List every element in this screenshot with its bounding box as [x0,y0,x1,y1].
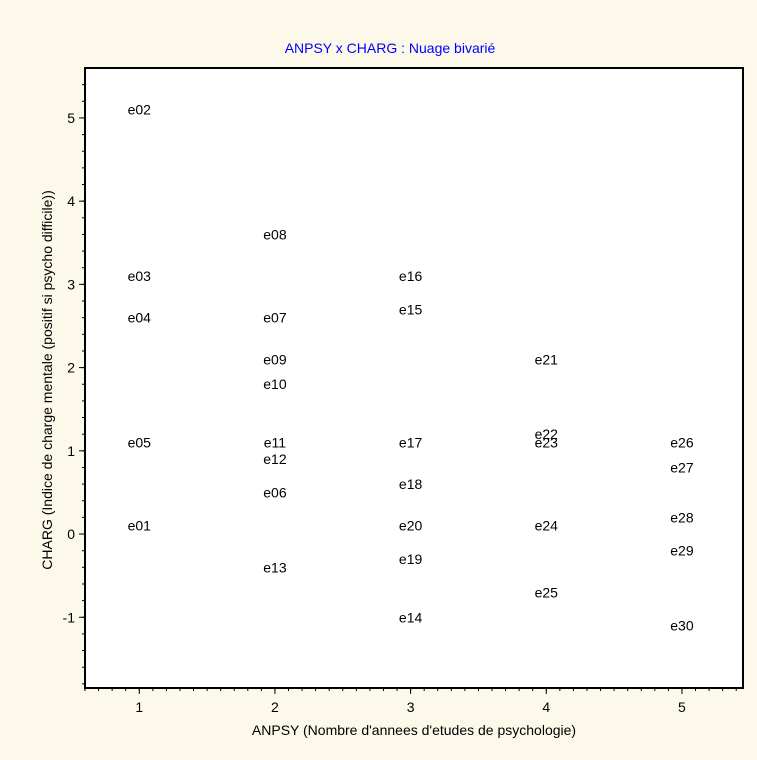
point-label-e04: e04 [128,310,152,326]
point-label-e23: e23 [535,434,559,450]
minor-ticks [82,84,737,691]
point-label-e28: e28 [670,509,694,525]
point-label-e02: e02 [128,102,152,118]
x-tick-label: 2 [271,699,279,715]
point-label-e11: e11 [264,434,287,450]
point-label-e30: e30 [670,618,694,634]
y-axis: -1 0 1 2 3 4 5 [63,110,85,625]
x-tick-label: 3 [407,699,415,715]
point-label-e01: e01 [128,518,152,534]
point-label-e20: e20 [399,518,423,534]
y-tick-label: 5 [67,110,75,126]
y-axis-title: CHARG (Indice de charge mentale (positif… [39,190,55,569]
y-tick-label: 0 [67,526,75,542]
point-label-e22: e22 [535,426,559,442]
point-label-e25: e25 [535,584,559,600]
point-label-e12: e12 [263,451,287,467]
point-label-e10: e10 [263,376,287,392]
point-label-e29: e29 [670,543,694,559]
point-label-e05: e05 [128,434,152,450]
point-label-e08: e08 [263,226,287,242]
point-label-e15: e15 [399,301,423,317]
point-label-e24: e24 [535,518,559,534]
point-label-e09: e09 [263,351,287,367]
y-tick-label: 3 [67,276,75,292]
point-label-e21: e21 [535,351,559,367]
point-label-e14: e14 [399,609,423,625]
point-label-e13: e13 [263,559,287,575]
point-label-e27: e27 [670,459,694,475]
chart-title: ANPSY x CHARG : Nuage bivarié [285,40,496,56]
plot-area [84,67,744,689]
x-tick-label: 4 [542,699,550,715]
y-tick-label: 1 [67,443,75,459]
point-label-e17: e17 [399,434,423,450]
y-tick-label: 4 [67,193,75,209]
point-label-e06: e06 [263,484,287,500]
x-axis-title: ANPSY (Nombre d'annees d'etudes de psych… [252,722,576,738]
point-label-e03: e03 [128,268,152,284]
point-label-e19: e19 [399,551,423,567]
y-tick-label: 2 [67,360,75,376]
x-axis: 1 2 3 4 5 [135,688,686,715]
point-label-e16: e16 [399,268,423,284]
x-tick-label: 1 [135,699,143,715]
x-tick-label: 5 [678,699,686,715]
point-label-e07: e07 [263,310,287,326]
point-label-e18: e18 [399,476,423,492]
y-tick-label: -1 [63,609,76,625]
point-label-e26: e26 [670,434,694,450]
